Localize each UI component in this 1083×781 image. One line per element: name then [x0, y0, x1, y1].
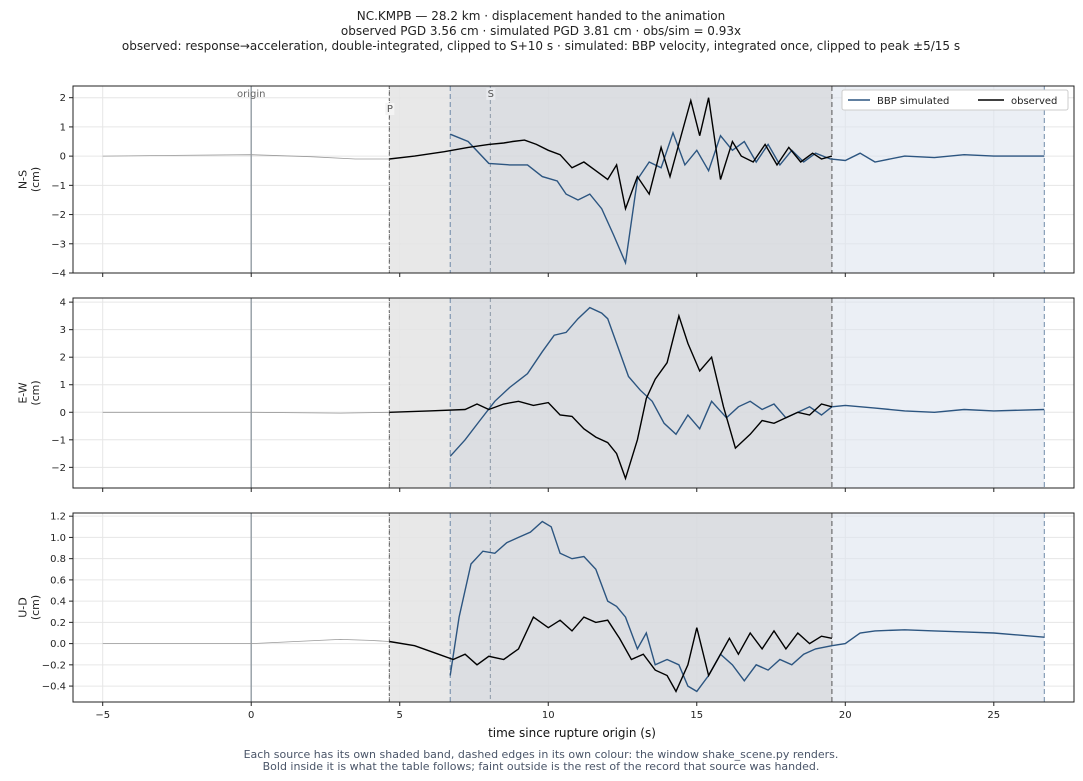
y-tick-label: −2: [51, 210, 66, 221]
y-axis-label: N-S(cm): [17, 167, 42, 192]
overlap-window-band: [450, 298, 832, 488]
y-axis-label: U-D(cm): [17, 595, 42, 620]
panels-group: −4 −3 −2 −1 0 1 2 N-S(cm) origin P S BBP simulated o…: [17, 85, 1075, 721]
overlap-window-band: [450, 513, 832, 702]
simulated-window-band: [831, 86, 1045, 273]
footer-line-1: Each source has its own shaded band, das…: [244, 748, 839, 761]
y-tick-label: −1: [51, 435, 66, 446]
y-tick-label: 0: [60, 152, 66, 163]
simulated-window-band: [831, 513, 1045, 702]
title-line-3: observed: response→acceleration, double-…: [122, 39, 960, 53]
y-tick-label: −0.4: [42, 682, 66, 693]
y-tick-label: 4: [60, 298, 66, 309]
x-tick-label: 25: [987, 710, 1000, 721]
y-tick-label: 2: [60, 353, 66, 364]
y-axis-label: E-W(cm): [17, 380, 42, 405]
simulated-line: [449, 306, 1045, 457]
x-tick-label: −5: [95, 710, 110, 721]
y-tick-label: 0: [60, 408, 66, 419]
y-tick-label: 0.8: [50, 554, 66, 565]
observed-window-band: [389, 86, 451, 273]
y-tick-label: −4: [51, 269, 66, 280]
panel-2: −2 −1 0 1 2 3 4 E-W(cm): [17, 297, 1075, 492]
y-tick-label: 2: [60, 93, 66, 104]
observed-faint-line: [102, 638, 390, 644]
y-tick-label: 0.2: [50, 618, 66, 629]
observed-faint-line: [102, 411, 390, 414]
observed-faint-line: [102, 154, 390, 160]
panel-1: −4 −3 −2 −1 0 1 2 N-S(cm) origin P S BBP simulated o…: [17, 85, 1075, 280]
y-tick-label: 0.6: [50, 575, 66, 586]
simulated-line: [449, 130, 1045, 266]
legend-label-observed: observed: [1011, 96, 1057, 107]
x-tick-label: 0: [248, 710, 254, 721]
observed-window-band: [389, 298, 451, 488]
y-tick-label: 1: [60, 380, 66, 391]
x-tick-label: 20: [839, 710, 852, 721]
title-line-1: NC.KMPB — 28.2 km · displacement handed …: [357, 9, 725, 23]
y-tick-label: 1: [60, 122, 66, 133]
origin-marker-label: origin: [237, 89, 265, 100]
y-tick-label: 1.2: [50, 512, 66, 523]
legend-box: [841, 89, 1069, 111]
legend: BBP simulated observed: [841, 89, 1069, 111]
x-axis-label: time since rupture origin (s): [488, 726, 656, 740]
x-tick-label: 15: [690, 710, 703, 721]
panel-frame: [72, 297, 1075, 489]
panel-frame: [72, 85, 1075, 274]
x-tick-label: 5: [397, 710, 403, 721]
panel-3: −0.4 −0.2 0.0 0.2 0.4 0.6 0.8 1.0 1.2 −5 0 5 10 15 20 2…: [17, 512, 1075, 721]
panel-frame: [72, 512, 1075, 703]
y-tick-label: 3: [60, 325, 66, 336]
overlap-window-band: [450, 86, 832, 273]
y-tick-label: 1.0: [50, 533, 66, 544]
y-tick-label: −1: [51, 181, 66, 192]
p-marker-bg: [385, 103, 395, 115]
y-tick-label: 0.0: [50, 639, 66, 650]
y-tick-label: −0.2: [42, 660, 66, 671]
s-marker-bg: [486, 88, 496, 100]
title-line-2: observed PGD 3.56 cm · simulated PGD 3.8…: [341, 24, 741, 38]
legend-label-simulated: BBP simulated: [877, 96, 949, 107]
y-tick-label: −2: [51, 463, 66, 474]
observed-line: [389, 97, 833, 212]
y-tick-label: 0.4: [50, 597, 66, 608]
footer-line-2: Bold inside it is what the table follows…: [263, 760, 820, 773]
simulated-window-band: [831, 298, 1045, 488]
y-tick-label: −3: [51, 239, 66, 250]
observed-line: [389, 616, 833, 693]
observed-window-band: [389, 513, 451, 702]
p-marker-label: P: [387, 104, 393, 115]
s-marker-label: S: [488, 89, 494, 100]
observed-line: [389, 313, 833, 481]
simulated-line: [449, 520, 1045, 693]
x-tick-label: 10: [542, 710, 555, 721]
